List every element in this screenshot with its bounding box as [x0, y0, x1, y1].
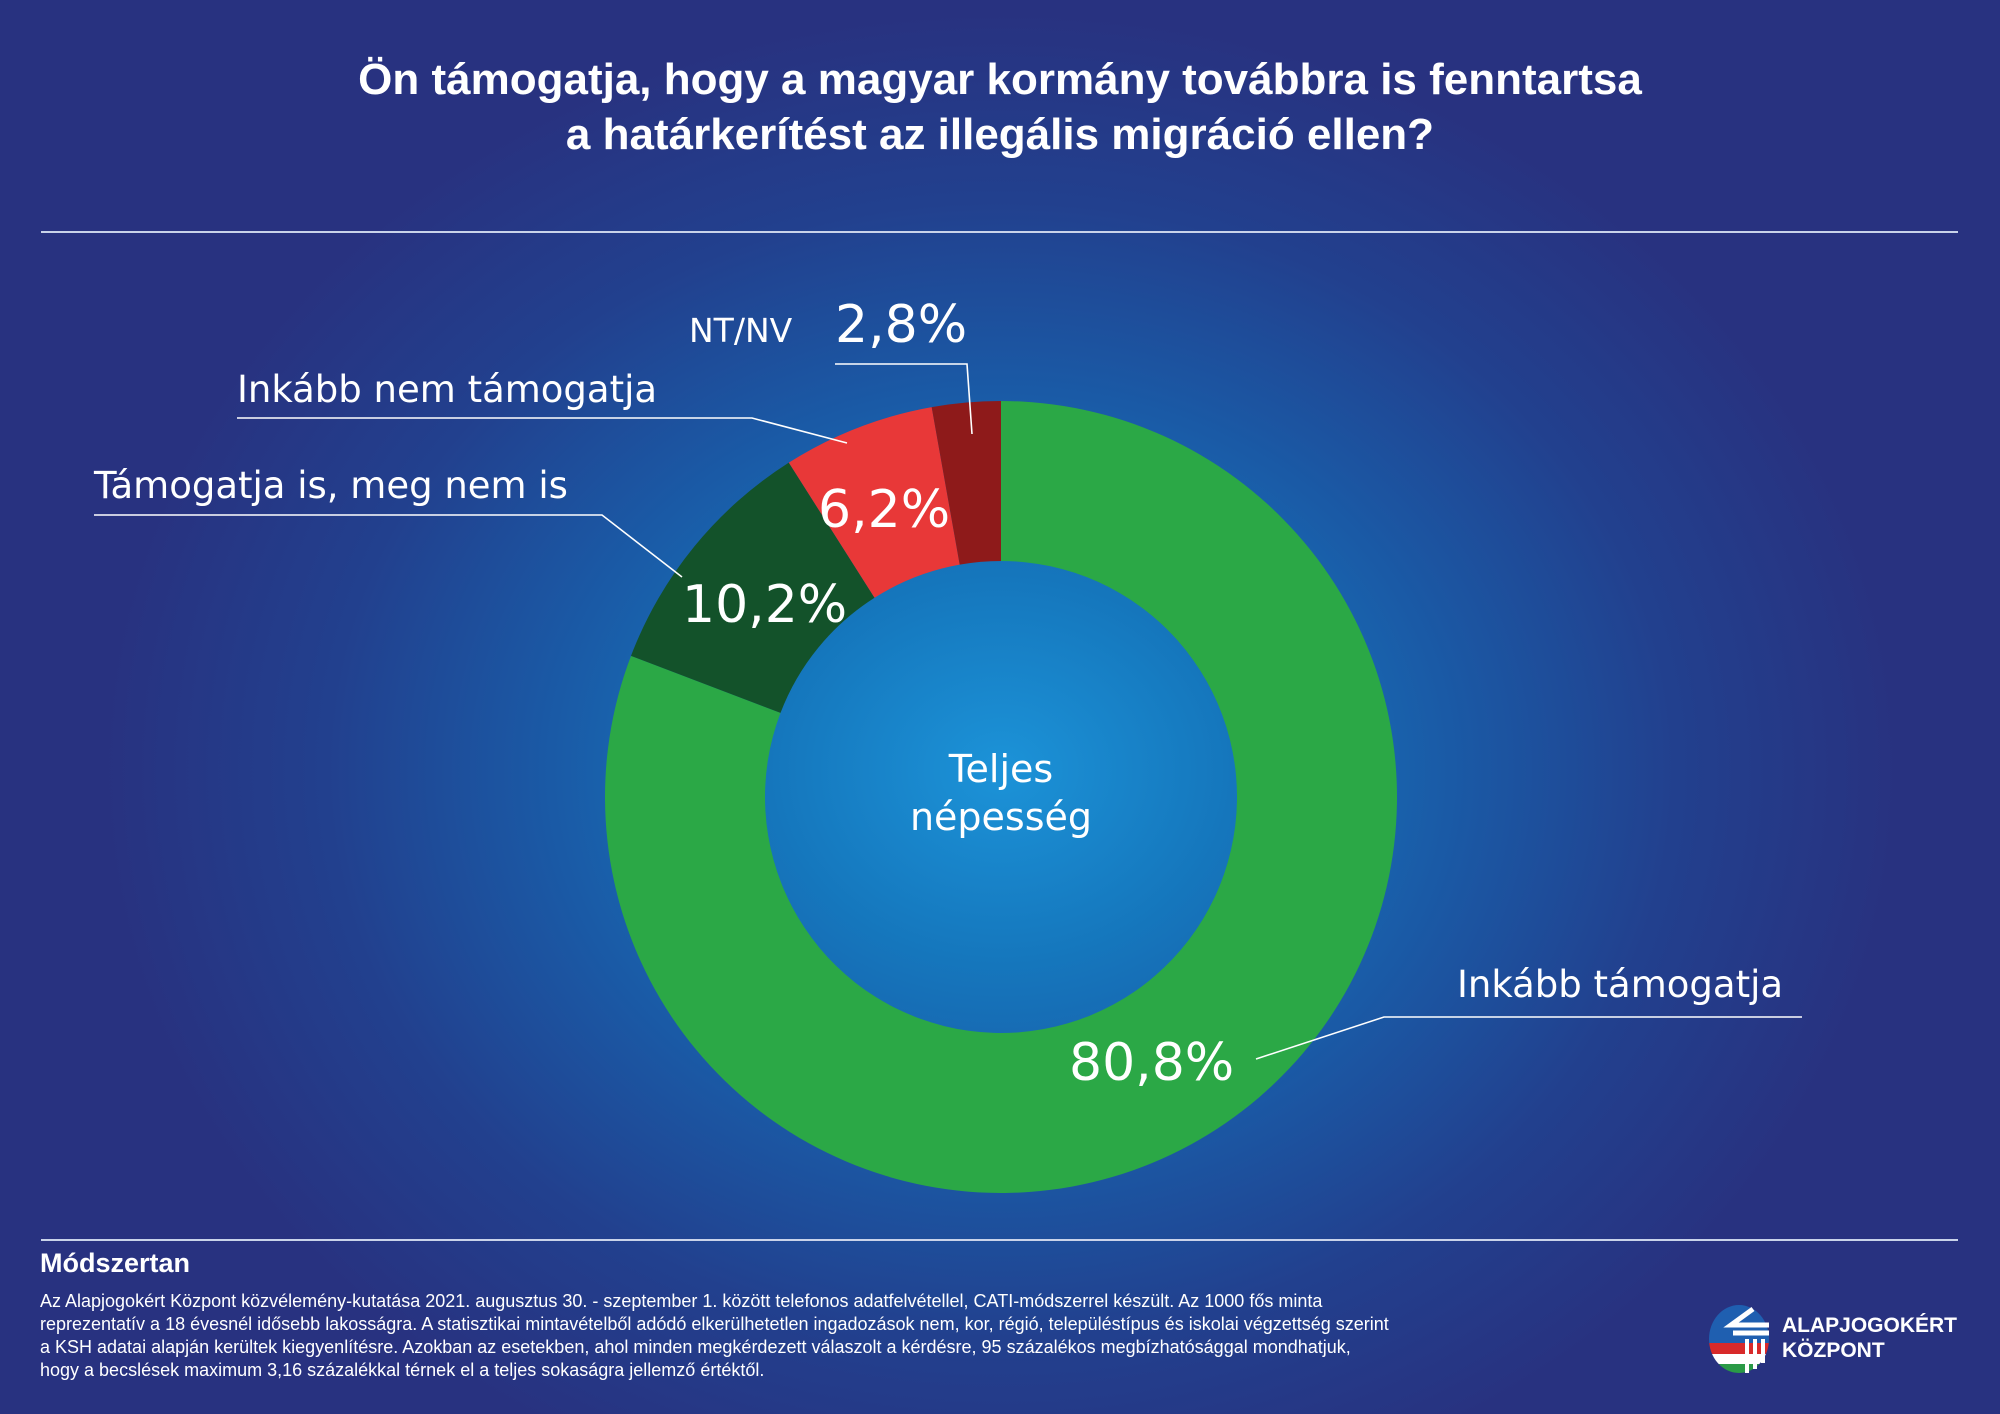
title-line-2: a határkerítést az illegális migráció el…: [565, 110, 1435, 159]
donut-slice-3: [931, 401, 1001, 565]
methodology-line: Az Alapjogokért Központ közvélemény-kuta…: [40, 1291, 1323, 1311]
center-label-line-2: népesség: [910, 795, 1092, 839]
leader-line-inkabb-nem: [237, 417, 848, 444]
bottom-divider: [41, 1239, 1958, 1241]
donut-slice-0: [604, 401, 1397, 1193]
methodology-heading: Módszertan: [40, 1248, 191, 1278]
slice-label-inkabb-nem: Inkább nem támogatja: [237, 368, 657, 411]
slice-label-nt-nv: NT/NV: [689, 311, 793, 350]
center-label-line-1: Teljes: [948, 747, 1053, 791]
donut-slice-1: [631, 462, 875, 713]
methodology-line: hogy a becslések maximum 3,16 százalékka…: [40, 1360, 765, 1380]
value-label-inkabb-tamogatja: 80,8%: [1069, 1033, 1234, 1093]
leader-line-nt-nv: [835, 363, 973, 435]
title-line-1: Ön támogatja, hogy a magyar kormány tová…: [358, 55, 1642, 104]
chart-title: Ön támogatja, hogy a magyar kormány tová…: [0, 52, 2000, 162]
value-label-nt-nv: 2,8%: [835, 295, 967, 355]
slice-label-inkabb-tamogatja: Inkább támogatja: [1457, 963, 1783, 1006]
donut-slice-2: [788, 407, 960, 598]
methodology-line: reprezentatív a 18 évesnél idősebb lakos…: [40, 1314, 1389, 1334]
alapjogokert-kozpont-logo: ALAPJOGOKÉRT KÖZPONT: [1707, 1303, 1967, 1375]
methodology-text: Az Alapjogokért Központ közvélemény-kuta…: [40, 1290, 1640, 1382]
value-label-tamogatja-is: 10,2%: [682, 575, 847, 635]
logo-emblem-icon: [1709, 1305, 1769, 1373]
slice-label-tamogatja-is: Támogatja is, meg nem is: [93, 464, 568, 507]
top-divider: [41, 231, 1958, 233]
leader-line-is-is: [94, 514, 683, 578]
value-label-inkabb-nem: 6,2%: [818, 480, 950, 540]
logo-line-2: KÖZPONT: [1782, 1339, 1885, 1362]
methodology-line: a KSH adatai alapján kerültek kiegyenlít…: [40, 1337, 1351, 1357]
leader-line-inkabb: [1255, 1016, 1802, 1060]
logo-line-1: ALAPJOGOKÉRT: [1782, 1314, 1958, 1337]
